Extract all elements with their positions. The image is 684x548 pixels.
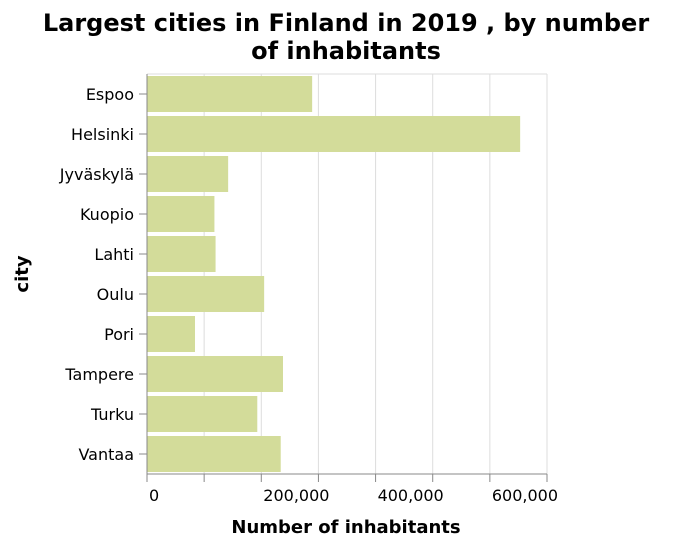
y-tick-label: Jyväskylä [59,165,134,184]
x-axis-title: Number of inhabitants [231,517,460,538]
x-tick-label: 600,000 [492,486,558,505]
bar-espoo [147,76,313,112]
y-tick-label: Lahti [94,245,134,264]
x-tick-label: 200,000 [263,486,329,505]
y-tick-label: Helsinki [71,125,134,144]
bar-tampere [147,356,283,392]
bar-pori [147,316,195,352]
y-axis-title: city [12,255,33,292]
chart-title-line-2: of inhabitants [251,37,441,65]
y-tick-label: Tampere [64,365,134,384]
y-tick-label: Espoo [86,85,134,104]
y-tick-label: Oulu [97,285,134,304]
y-tick-label: Vantaa [78,445,134,464]
bar-helsinki [147,116,521,152]
bar-jyväskylä [147,156,229,192]
bar-vantaa [147,436,281,472]
axes: Espoo Helsinki Jyväskylä Kuopio Lahti Oulu Por… [59,74,558,505]
bar-oulu [147,276,265,312]
x-tick-label: 0 [149,486,159,505]
bar-kuopio [147,196,215,232]
chart-title-line-1: Largest cities in Finland in 2019 , by n… [43,9,649,37]
bar-lahti [147,236,216,272]
y-tick-label: Pori [104,325,134,344]
y-tick-label: Turku [90,405,134,424]
bar-turku [147,396,258,432]
x-tick-label: 400,000 [378,486,444,505]
y-tick-label: Kuopio [80,205,134,224]
bars [147,76,521,472]
